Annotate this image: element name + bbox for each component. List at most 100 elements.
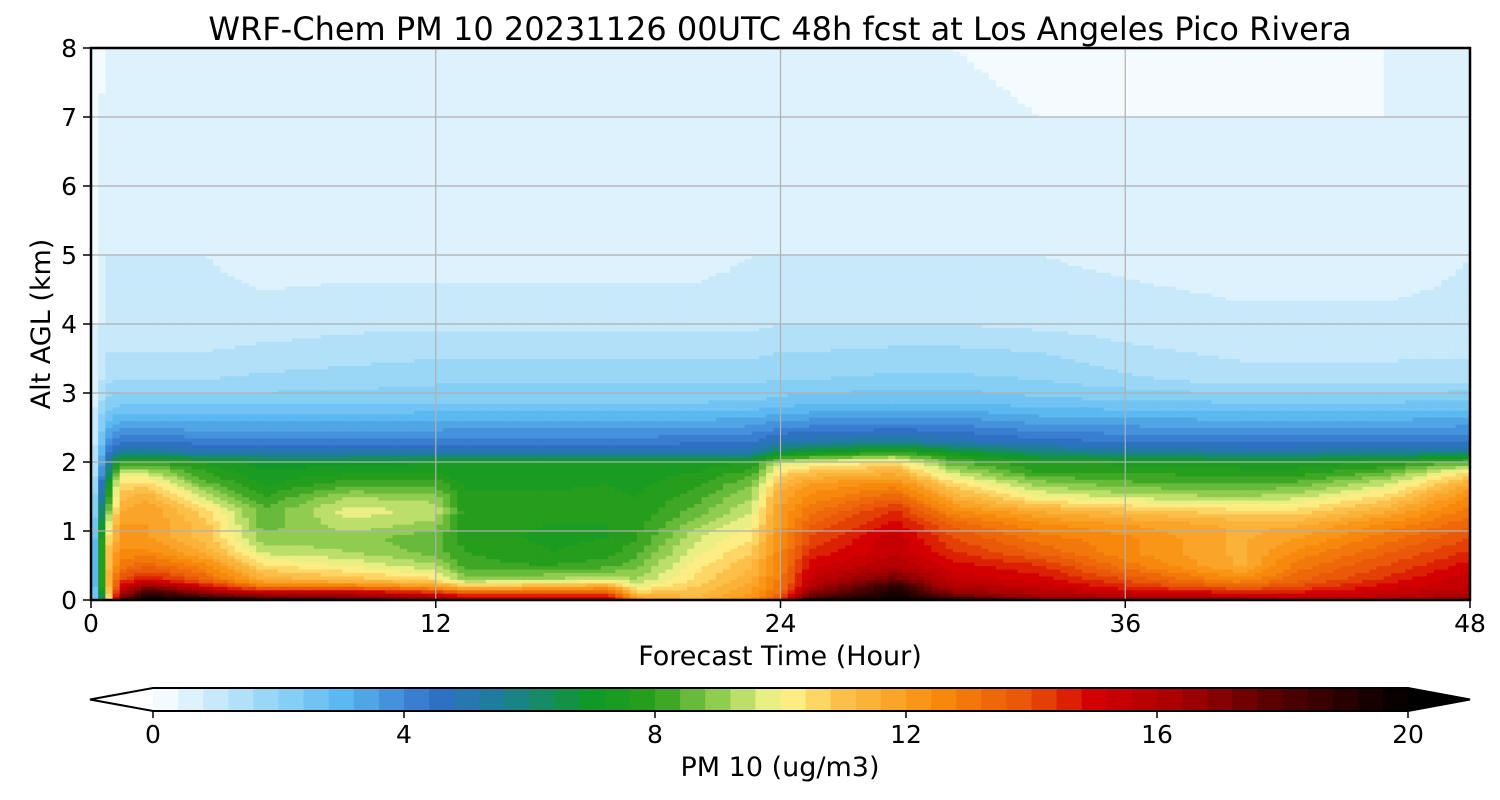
heatmap-cell [314, 493, 322, 497]
heatmap-cell [227, 327, 235, 331]
heatmap-cell [242, 428, 250, 432]
heatmap-cell [206, 503, 214, 507]
heatmap-cell [163, 307, 171, 311]
heatmap-cell [156, 541, 164, 545]
heatmap-cell [105, 434, 113, 438]
heatmap-cell [170, 572, 178, 576]
heatmap-cell [306, 455, 314, 459]
heatmap-cell [227, 376, 235, 380]
heatmap-cell [220, 258, 228, 262]
heatmap-cell [199, 421, 207, 425]
heatmap-cell [177, 448, 185, 452]
heatmap-cell [113, 541, 121, 545]
heatmap-cell [170, 207, 178, 211]
heatmap-cell [249, 469, 257, 473]
heatmap-cell [299, 179, 307, 183]
heatmap-cell [220, 517, 228, 521]
heatmap-cell [127, 365, 135, 369]
heatmap-cell [120, 148, 128, 152]
heatmap-cell [105, 155, 113, 159]
heatmap-cell [299, 579, 307, 583]
heatmap-cell [134, 186, 142, 190]
heatmap-cell [242, 359, 250, 363]
heatmap-cell [141, 548, 149, 552]
heatmap-cell [141, 400, 149, 404]
heatmap-cell [292, 110, 300, 114]
heatmap-cell [148, 348, 156, 352]
heatmap-cell [220, 58, 228, 62]
heatmap-cell [163, 231, 171, 235]
heatmap-cell [227, 69, 235, 73]
heatmap-cell [156, 283, 164, 287]
heatmap-cell [127, 334, 135, 338]
heatmap-cell [278, 486, 286, 490]
heatmap-cell [170, 103, 178, 107]
heatmap-cell [199, 162, 207, 166]
heatmap-cell [299, 55, 307, 59]
heatmap-cell [306, 134, 314, 138]
heatmap-cell [256, 441, 264, 445]
heatmap-cell [127, 562, 135, 566]
heatmap-cell [285, 355, 293, 359]
heatmap-cell [163, 224, 171, 228]
heatmap-cell [249, 227, 257, 231]
heatmap-cell [299, 507, 307, 511]
heatmap-cell [163, 345, 171, 349]
heatmap-cell [148, 265, 156, 269]
heatmap-cell [263, 76, 271, 80]
heatmap-cell [263, 165, 271, 169]
heatmap-cell [170, 428, 178, 432]
heatmap-cell [220, 172, 228, 176]
heatmap-cell [263, 117, 271, 121]
heatmap-cell [271, 203, 279, 207]
heatmap-cell [249, 424, 257, 428]
heatmap-cell [156, 445, 164, 449]
heatmap-cell [163, 255, 171, 259]
heatmap-cell [249, 165, 257, 169]
heatmap-cell [306, 410, 314, 414]
heatmap-cell [213, 393, 221, 397]
heatmap-cell [199, 572, 207, 576]
heatmap-cell [263, 593, 271, 597]
heatmap-cell [120, 200, 128, 204]
heatmap-cell [249, 503, 257, 507]
heatmap-cell [127, 217, 135, 221]
heatmap-cell [285, 307, 293, 311]
heatmap-cell [285, 445, 293, 449]
heatmap-cell [227, 127, 235, 131]
heatmap-cell [285, 86, 293, 90]
heatmap-cell [263, 224, 271, 228]
heatmap-cell [306, 483, 314, 487]
heatmap-cell [249, 62, 257, 66]
heatmap-cell [148, 217, 156, 221]
heatmap-cell [163, 276, 171, 280]
heatmap-cell [98, 276, 106, 280]
heatmap-cell [235, 493, 243, 497]
heatmap-cell [227, 145, 235, 149]
heatmap-cell [113, 262, 121, 266]
heatmap-cell [148, 376, 156, 380]
heatmap-cell [127, 341, 135, 345]
heatmap-cell [156, 479, 164, 483]
heatmap-cell [105, 545, 113, 549]
heatmap-cell [249, 248, 257, 252]
heatmap-cell [199, 148, 207, 152]
heatmap-cell [220, 248, 228, 252]
heatmap-cell [285, 189, 293, 193]
heatmap-cell [256, 338, 264, 342]
heatmap-cell [263, 348, 271, 352]
heatmap-cell [278, 120, 286, 124]
heatmap-cell [156, 331, 164, 335]
heatmap-cell [299, 552, 307, 556]
heatmap-cell [156, 103, 164, 107]
heatmap-cell [206, 196, 214, 200]
heatmap-cell [184, 152, 192, 156]
heatmap-cell [206, 103, 214, 107]
heatmap-cell [213, 169, 221, 173]
heatmap-cell [98, 76, 106, 80]
heatmap-cell [113, 434, 121, 438]
heatmap-cell [105, 176, 113, 180]
heatmap-cell [220, 472, 228, 476]
heatmap-cell [249, 476, 257, 480]
heatmap-cell [120, 386, 128, 390]
